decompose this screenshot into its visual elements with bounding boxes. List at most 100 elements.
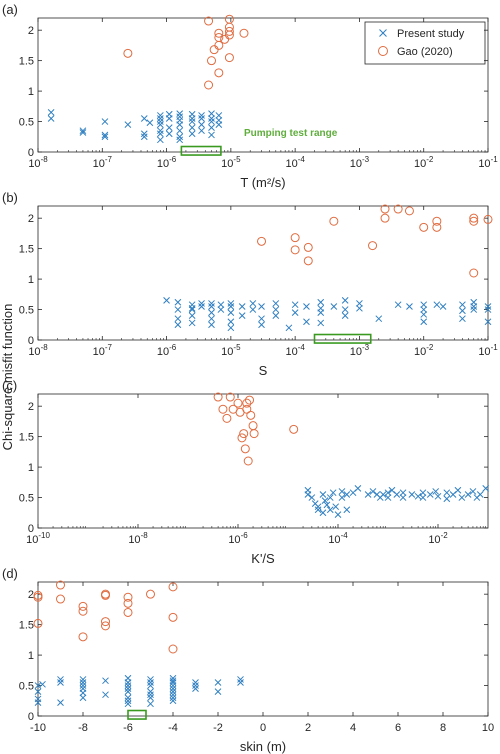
data-point-circle bbox=[209, 45, 219, 55]
data-point-circle bbox=[380, 204, 390, 214]
series-present-study bbox=[34, 674, 244, 708]
data-point-x bbox=[208, 131, 215, 139]
data-point-circle bbox=[214, 40, 224, 50]
data-point-x bbox=[34, 682, 42, 689]
data-point-x bbox=[47, 109, 55, 116]
y-axis-label: Chi-square misfit function bbox=[0, 304, 15, 451]
y-tick-label: 0 bbox=[28, 147, 34, 159]
data-point-x bbox=[176, 121, 184, 128]
data-point-circle bbox=[239, 28, 249, 38]
data-point-x bbox=[188, 115, 196, 122]
x-tick-label: 0 bbox=[260, 722, 266, 734]
data-point-circle bbox=[233, 398, 243, 408]
y-tick-label: 0.5 bbox=[19, 493, 34, 505]
data-point-x bbox=[102, 691, 109, 699]
data-point-x bbox=[399, 494, 407, 501]
data-point-x bbox=[399, 489, 407, 497]
data-point-circle bbox=[33, 618, 43, 628]
panel-3: (c) 10-10 10-8 10-6 10-4 10-2 0 0.5 1 1.5 2 K'/S bbox=[2, 378, 490, 566]
data-point-x bbox=[163, 297, 170, 304]
data-point-x bbox=[426, 491, 434, 498]
x-tick-label: 10-3 bbox=[350, 155, 370, 170]
data-point-x bbox=[258, 321, 265, 329]
data-point-circle bbox=[56, 580, 65, 590]
data-point-x bbox=[326, 494, 334, 501]
x-tick-label: 10-8 bbox=[128, 531, 148, 546]
data-point-circle bbox=[56, 594, 65, 604]
panel-label: (a) bbox=[2, 2, 18, 17]
data-point-x bbox=[258, 315, 265, 323]
data-point-x bbox=[147, 688, 154, 695]
data-point-x bbox=[214, 679, 222, 686]
data-point-circle bbox=[239, 429, 249, 439]
data-point-x bbox=[147, 700, 154, 708]
data-point-x bbox=[469, 488, 477, 495]
data-point-x bbox=[124, 697, 132, 705]
data-point-x bbox=[146, 119, 154, 127]
data-point-x bbox=[459, 307, 466, 315]
legend-present-label: Present study bbox=[397, 28, 465, 40]
data-point-circle bbox=[289, 424, 299, 434]
data-point-circle bbox=[204, 80, 214, 90]
data-point-x bbox=[176, 110, 184, 117]
data-point-x bbox=[147, 682, 154, 689]
data-point-x bbox=[188, 304, 196, 312]
data-point-x bbox=[354, 485, 362, 492]
data-point-x bbox=[470, 306, 478, 313]
data-point-circle bbox=[243, 456, 253, 466]
data-point-circle bbox=[101, 617, 110, 627]
legend-gao-label: Gao (2020) bbox=[397, 46, 453, 58]
data-point-circle bbox=[224, 14, 234, 24]
data-point-x bbox=[356, 300, 363, 307]
data-point-x bbox=[101, 133, 109, 141]
data-point-x bbox=[432, 488, 440, 495]
data-point-x bbox=[408, 491, 416, 498]
data-point-x bbox=[176, 133, 184, 141]
data-point-x bbox=[317, 298, 325, 306]
x-tick-label: 10-4 bbox=[285, 343, 305, 358]
data-point-x bbox=[470, 303, 478, 310]
data-point-x bbox=[482, 485, 490, 492]
data-point-x bbox=[443, 489, 451, 497]
pumping-test-range-box bbox=[127, 709, 147, 720]
x-tick-label: 10-7 bbox=[93, 155, 113, 170]
data-point-x bbox=[291, 309, 299, 316]
data-point-x bbox=[156, 118, 164, 125]
data-point-circle bbox=[214, 68, 224, 78]
x-tick-label: 10-4 bbox=[285, 155, 305, 170]
data-point-x bbox=[140, 115, 148, 122]
data-point-x bbox=[156, 136, 164, 144]
data-point-x bbox=[102, 677, 109, 685]
data-point-x bbox=[47, 115, 55, 122]
data-point-x bbox=[174, 315, 182, 323]
data-point-x bbox=[227, 303, 235, 310]
y-tick-label: 0 bbox=[28, 523, 34, 535]
data-point-x bbox=[208, 110, 215, 117]
data-point-x bbox=[79, 127, 87, 135]
data-point-x bbox=[227, 300, 235, 307]
data-point-x bbox=[237, 679, 244, 686]
data-point-x bbox=[238, 312, 246, 319]
y-tick-label: 2 bbox=[28, 589, 34, 601]
data-point-circle bbox=[242, 398, 252, 408]
panel-4: (d) -10 -8 -6 -4 -2 0 2 4 6 8 10 0 0.5 1 1.5 2 skin (m) bbox=[2, 566, 494, 754]
series-gao-2020 bbox=[33, 580, 178, 654]
data-point-x bbox=[208, 118, 215, 125]
y-tick-label: 1.5 bbox=[19, 56, 34, 68]
data-point-x bbox=[217, 306, 225, 313]
data-point-x bbox=[208, 321, 215, 329]
data-point-x bbox=[343, 491, 351, 498]
data-point-circle bbox=[469, 216, 479, 226]
data-point-circle bbox=[249, 429, 259, 439]
series-gao-2020 bbox=[257, 204, 493, 278]
data-point-x bbox=[101, 118, 109, 125]
data-point-x bbox=[147, 679, 154, 686]
data-point-x bbox=[174, 298, 182, 306]
data-point-x bbox=[147, 691, 154, 699]
data-point-x bbox=[394, 301, 402, 309]
series-present-study bbox=[47, 109, 223, 144]
data-point-x bbox=[198, 115, 205, 122]
panel-label: (b) bbox=[2, 190, 18, 205]
data-point-circle bbox=[257, 236, 267, 246]
x-tick-label: 10-3 bbox=[350, 343, 370, 358]
